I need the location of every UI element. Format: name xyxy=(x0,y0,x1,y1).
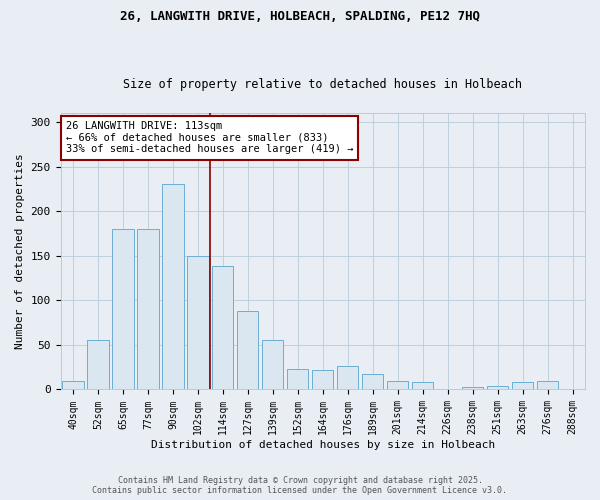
Bar xyxy=(362,374,383,390)
Bar xyxy=(187,256,209,390)
Bar xyxy=(462,387,483,390)
Title: Size of property relative to detached houses in Holbeach: Size of property relative to detached ho… xyxy=(123,78,522,91)
Bar xyxy=(262,340,283,390)
Bar xyxy=(137,229,158,390)
Bar xyxy=(312,370,334,390)
X-axis label: Distribution of detached houses by size in Holbeach: Distribution of detached houses by size … xyxy=(151,440,495,450)
Bar xyxy=(88,340,109,390)
Bar xyxy=(412,382,433,390)
Bar xyxy=(387,382,409,390)
Text: 26, LANGWITH DRIVE, HOLBEACH, SPALDING, PE12 7HQ: 26, LANGWITH DRIVE, HOLBEACH, SPALDING, … xyxy=(120,10,480,23)
Y-axis label: Number of detached properties: Number of detached properties xyxy=(15,154,25,349)
Bar xyxy=(62,380,83,390)
Bar xyxy=(163,184,184,390)
Bar xyxy=(512,382,533,390)
Bar xyxy=(487,386,508,390)
Text: 26 LANGWITH DRIVE: 113sqm
← 66% of detached houses are smaller (833)
33% of semi: 26 LANGWITH DRIVE: 113sqm ← 66% of detac… xyxy=(66,122,353,154)
Text: Contains HM Land Registry data © Crown copyright and database right 2025.
Contai: Contains HM Land Registry data © Crown c… xyxy=(92,476,508,495)
Bar xyxy=(337,366,358,390)
Bar xyxy=(537,380,558,390)
Bar xyxy=(212,266,233,390)
Bar xyxy=(287,369,308,390)
Bar xyxy=(237,311,259,390)
Bar xyxy=(112,229,134,390)
